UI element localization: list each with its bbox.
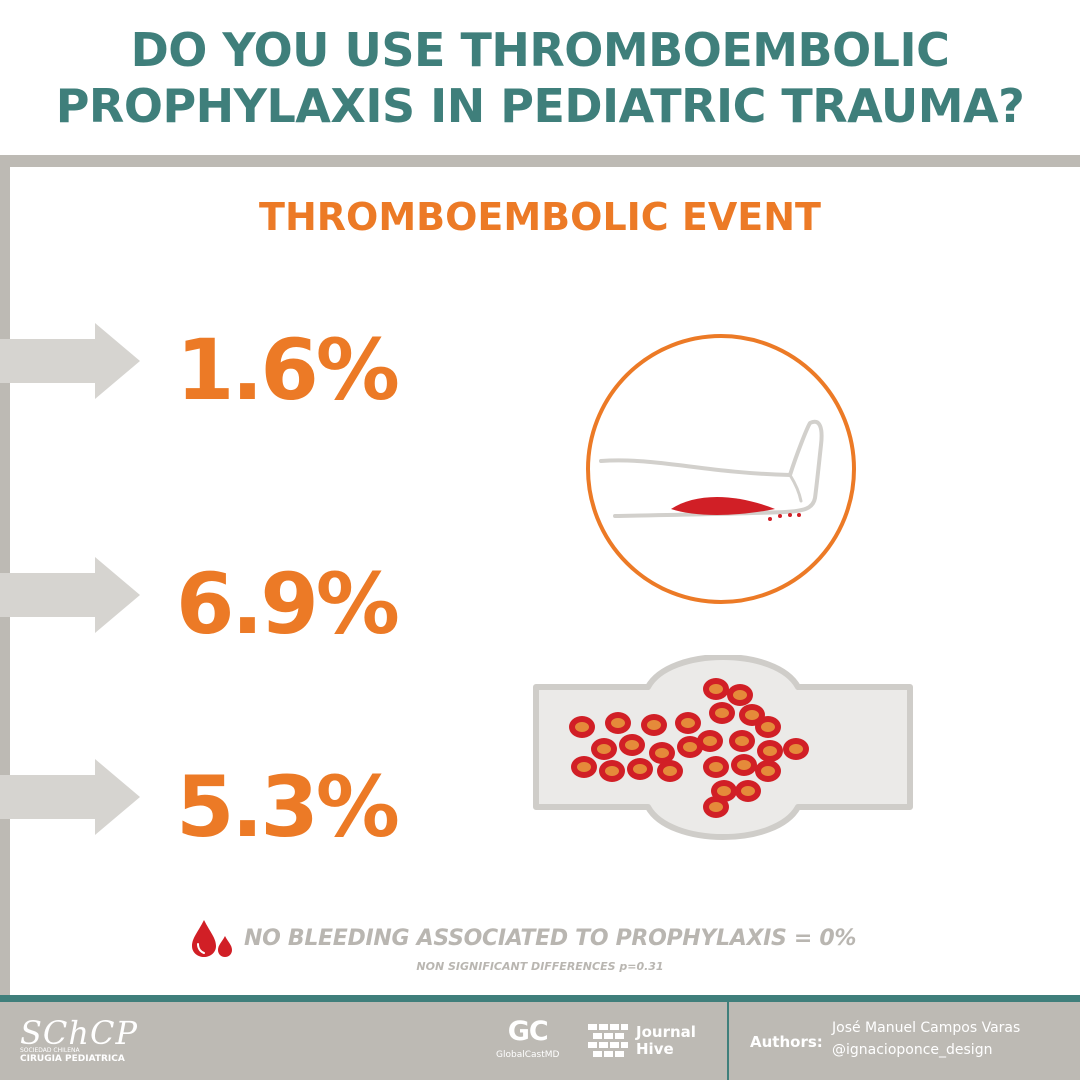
gc-mark: GC	[507, 1016, 549, 1047]
red-blood-cell-center	[745, 710, 759, 720]
schcp-logo-sub1: SOCIEDAD CHILENA	[20, 1047, 80, 1054]
red-blood-cell-center	[647, 720, 661, 730]
author-1: José Manuel Campos Varas	[832, 1020, 1021, 1036]
title-line-1: DO YOU USE THROMBOEMBOLIC	[130, 23, 950, 77]
globalcastmd-logo: GC GlobalCastMD	[496, 1018, 559, 1061]
red-blood-cell-center	[715, 708, 729, 718]
red-blood-cell-center	[709, 762, 723, 772]
arrow-icon-2	[0, 557, 140, 633]
authors-list: José Manuel Campos Varas @ignacioponce_d…	[832, 1017, 1020, 1061]
red-blood-cell-center	[625, 740, 639, 750]
red-blood-cell-center	[717, 786, 731, 796]
journal-hive-logo: Journal Hive	[586, 1022, 696, 1060]
significance-note: NON SIGNIFICANT DIFFERENCES p=0.31	[416, 960, 664, 973]
arrow-icon-3	[0, 759, 140, 835]
title-line-2: PROPHYLAXIS IN PEDIATRIC TRAUMA?	[55, 79, 1025, 133]
arrow-icon-1	[0, 323, 140, 399]
red-blood-cell-center	[605, 766, 619, 776]
red-blood-cell-center	[703, 736, 717, 746]
bleeding-note-text: NO BLEEDING ASSOCIATED TO PROPHYLAXIS = …	[244, 925, 857, 951]
footer: SChCP SOCIEDAD CHILENA CIRUGIA PEDIATRIC…	[0, 1002, 1080, 1080]
frame-top-bar	[0, 155, 1080, 167]
blood-drop-icon	[192, 920, 232, 957]
hive-icon	[588, 1024, 628, 1057]
bleeding-note: NO BLEEDING ASSOCIATED TO PROPHYLAXIS = …	[192, 918, 892, 958]
section-subtitle: THROMBOEMBOLIC EVENT	[259, 195, 821, 239]
journal-hive-line2: Hive	[636, 1040, 674, 1058]
authors-label: Authors:	[750, 1033, 823, 1051]
red-blood-cell-center	[577, 762, 591, 772]
author-2: @ignacioponce_design	[832, 1042, 993, 1058]
blood-clot-vessel-icon	[533, 655, 913, 840]
footer-separator	[727, 1002, 729, 1080]
gc-name: GlobalCastMD	[496, 1050, 560, 1060]
red-blood-cell-center	[789, 744, 803, 754]
red-blood-cell-center	[741, 786, 755, 796]
schcp-logo: SChCP	[20, 1014, 139, 1052]
red-blood-cell-center	[735, 736, 749, 746]
schcp-logo-sub2: CIRUGIA PEDIATRICA	[20, 1054, 125, 1064]
red-blood-cell-center	[761, 722, 775, 732]
red-blood-cell-center	[611, 718, 625, 728]
stat-value-1: 1.6%	[176, 321, 400, 419]
red-blood-cell-center	[597, 744, 611, 754]
page-title: DO YOU USE THROMBOEMBOLIC PROPHYLAXIS IN…	[0, 22, 1080, 134]
footer-divider	[0, 995, 1080, 1002]
journal-hive-line1: Journal	[636, 1023, 696, 1041]
red-blood-cell-center	[709, 802, 723, 812]
red-blood-cell-center	[663, 766, 677, 776]
red-blood-cell-center	[737, 760, 751, 770]
leg-thrombosis-icon	[586, 334, 856, 604]
red-blood-cell-center	[633, 764, 647, 774]
red-blood-cell-center	[655, 748, 669, 758]
red-blood-cell-center	[575, 722, 589, 732]
red-blood-cell-center	[763, 746, 777, 756]
red-blood-cell-center	[709, 684, 723, 694]
red-blood-cell-center	[761, 766, 775, 776]
red-blood-cell-center	[683, 742, 697, 752]
stat-value-3: 5.3%	[176, 758, 400, 856]
red-blood-cell-center	[681, 718, 695, 728]
red-blood-cell-center	[733, 690, 747, 700]
stat-value-2: 6.9%	[176, 555, 400, 653]
